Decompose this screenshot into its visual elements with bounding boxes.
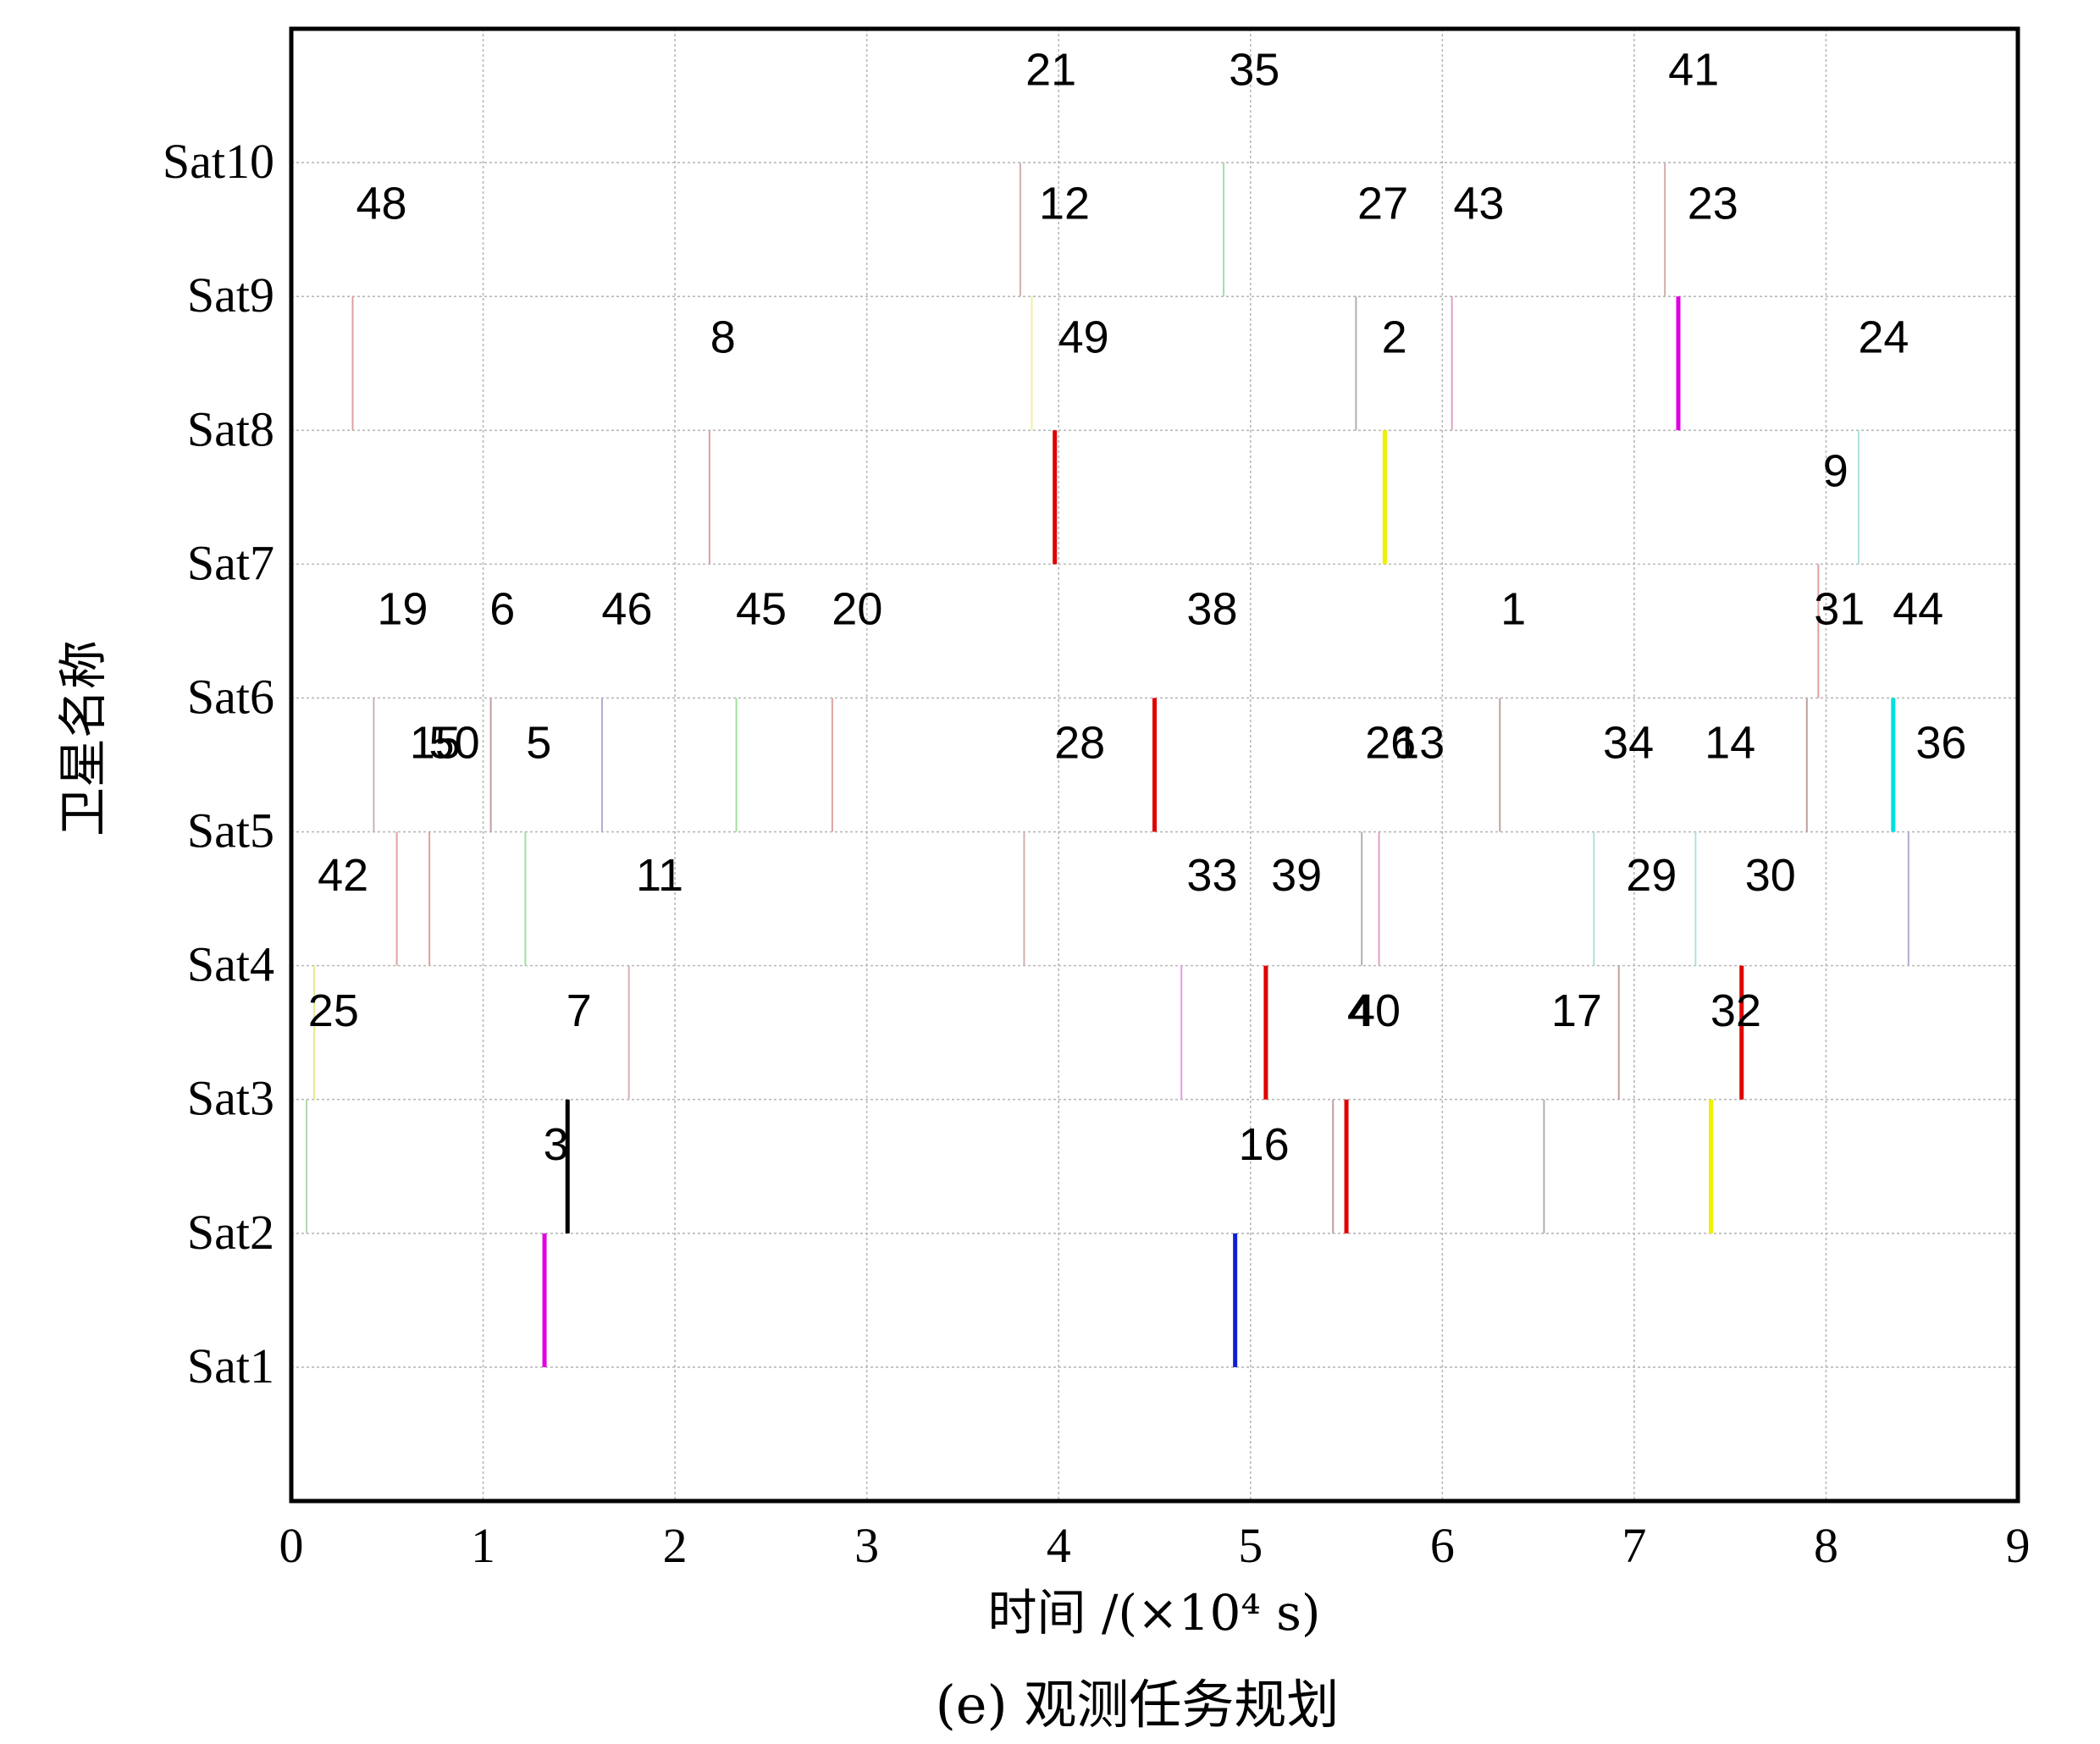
y-axis-title: 卫星名称	[54, 640, 112, 836]
y-tick-label: Sat8	[187, 401, 274, 456]
task-label: 8	[710, 312, 736, 363]
x-tick-label: 6	[1430, 1518, 1455, 1573]
task-label: 45	[736, 584, 787, 635]
task-label: 2	[1382, 312, 1407, 363]
task-label: 7	[566, 985, 592, 1036]
grid	[291, 29, 2018, 1501]
task-label: 26	[1365, 718, 1416, 769]
task-label: 11	[636, 850, 683, 901]
task-label: 33	[1186, 850, 1237, 901]
task-label: 28	[1054, 718, 1105, 769]
task-label: 41	[1668, 44, 1719, 95]
chart-caption: (e) 观测任务规划	[936, 1674, 1340, 1736]
task-label: 39	[1271, 850, 1322, 901]
task-label: 48	[356, 179, 406, 229]
task-label: 24	[1858, 312, 1909, 363]
task-label: 15	[410, 718, 461, 769]
task-label: 21	[1025, 44, 1076, 95]
task-label: 9	[1823, 446, 1849, 497]
task-label: 30	[1745, 850, 1796, 901]
task-label: 35	[1229, 44, 1279, 95]
task-label: 4	[1347, 985, 1373, 1036]
task-label: 23	[1688, 179, 1738, 229]
task-label: 13	[1394, 718, 1445, 769]
task-label: 31	[1814, 584, 1865, 635]
task-label: 42	[318, 850, 368, 901]
x-axis-title: 时间 /(×10⁴ s)	[987, 1584, 1320, 1642]
x-tick-label: 3	[854, 1518, 879, 1573]
task-label: 12	[1039, 179, 1090, 229]
task-label: 25	[308, 985, 359, 1036]
task-label: 1	[1500, 584, 1526, 635]
task-label: 17	[1551, 985, 1602, 1036]
task-label: 40	[1350, 985, 1401, 1036]
x-tick-label: 2	[663, 1518, 688, 1573]
task-label: 14	[1705, 718, 1755, 769]
x-tick-label: 1	[471, 1518, 495, 1573]
y-tick-labels: Sat1 Sat2 Sat3 Sat4 Sat5 Sat6 Sat7 Sat8 Sat9 Sat1…	[163, 134, 274, 1394]
y-tick-label: Sat4	[187, 937, 274, 992]
task-label: 38	[1186, 584, 1237, 635]
x-tick-label: 9	[2006, 1518, 2031, 1573]
x-tick-label: 7	[1622, 1518, 1646, 1573]
plot-frame	[289, 26, 2020, 1504]
task-label: 29	[1626, 850, 1677, 901]
x-tick-labels: 0 1 2 3 4 5 6 7 8 9	[279, 1518, 2031, 1573]
y-tick-label: Sat3	[187, 1071, 274, 1126]
task-label: 49	[1058, 312, 1109, 363]
task-label: 5	[526, 718, 551, 769]
task-label: 36	[1915, 718, 1966, 769]
task-label: 3	[544, 1119, 569, 1170]
task-label: 19	[377, 584, 428, 635]
task-bars	[306, 163, 1909, 1367]
x-tick-label: 4	[1047, 1518, 1071, 1573]
y-tick-label: Sat9	[187, 268, 274, 323]
task-label: 16	[1239, 1119, 1290, 1170]
task-label: 20	[832, 584, 882, 635]
task-label: 27	[1357, 179, 1408, 229]
task-label: 6	[489, 584, 515, 635]
x-tick-label: 0	[279, 1518, 304, 1573]
y-tick-label: Sat5	[187, 803, 274, 858]
task-label: 34	[1603, 718, 1654, 769]
task-label: 50	[429, 718, 480, 769]
x-tick-label: 8	[1814, 1518, 1838, 1573]
task-label: 46	[601, 584, 652, 635]
y-tick-label: Sat2	[187, 1205, 274, 1260]
x-tick-label: 5	[1238, 1518, 1263, 1573]
y-tick-label: Sat1	[187, 1338, 274, 1394]
y-tick-label: Sat7	[187, 535, 274, 590]
task-label: 44	[1893, 584, 1943, 635]
y-tick-label: Sat6	[187, 669, 274, 724]
task-label: 43	[1453, 179, 1504, 229]
task-label: 32	[1710, 985, 1761, 1036]
y-tick-label: Sat10	[163, 134, 274, 189]
